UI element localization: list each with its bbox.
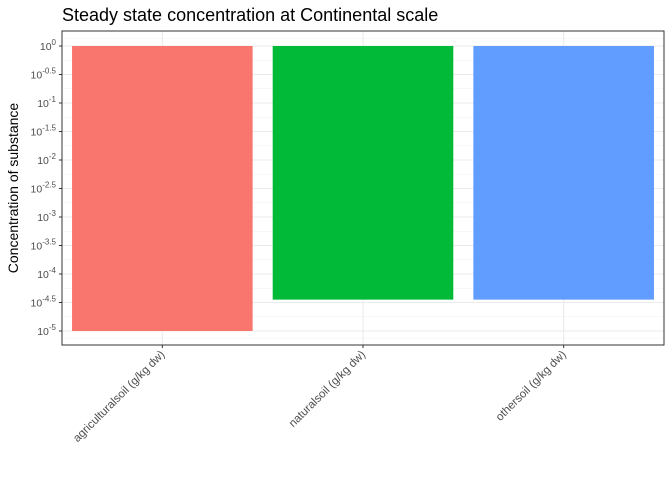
x-tick-label: othersoil (g/kg dw) bbox=[494, 349, 569, 424]
y-tick-label: 10-3 bbox=[37, 209, 56, 224]
y-tick-label: 10-2.5 bbox=[31, 181, 57, 196]
x-tick-label: naturalsoil (g/kg dw) bbox=[287, 349, 368, 430]
y-tick-label: 100 bbox=[40, 38, 57, 53]
y-axis-label: Concentration of substance bbox=[5, 103, 21, 274]
chart-title: Steady state concentration at Continenta… bbox=[62, 5, 438, 25]
y-tick-label: 10-1 bbox=[37, 95, 56, 110]
y-tick-label: 10-3.5 bbox=[31, 238, 57, 253]
y-tick-label: 10-2 bbox=[37, 152, 56, 167]
y-tick-label: 10-0.5 bbox=[31, 67, 57, 82]
x-tick-label: agriculturalsoil (g/kg dw) bbox=[71, 349, 167, 445]
y-tick-label: 10-5 bbox=[37, 323, 56, 338]
bar-3 bbox=[473, 46, 654, 300]
y-tick-label: 10-4.5 bbox=[31, 295, 57, 310]
y-tick-label: 10-1.5 bbox=[31, 124, 57, 139]
plot-panel bbox=[59, 30, 665, 346]
y-tick-label: 10-4 bbox=[37, 266, 56, 281]
bar-1 bbox=[72, 46, 253, 331]
bar-2 bbox=[272, 46, 454, 300]
